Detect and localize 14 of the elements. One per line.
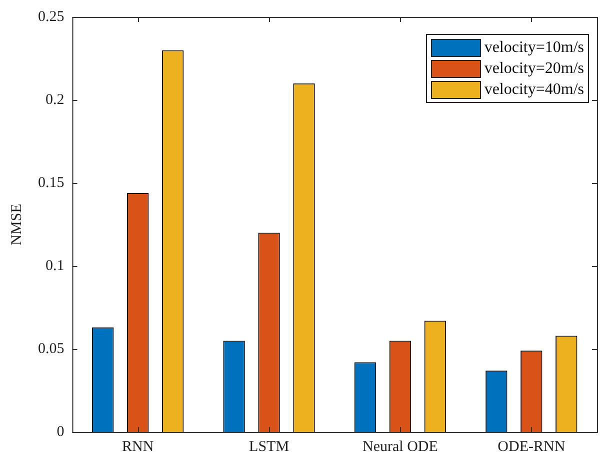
y-axis-title: NMSE: [8, 204, 25, 246]
y-tick-label: 0.1: [46, 258, 64, 274]
x-tick-label: RNN: [122, 438, 154, 455]
y-tick-label: 0: [56, 424, 64, 440]
x-tick-label: LSTM: [249, 438, 290, 455]
y-tick-label: 0.05: [38, 340, 64, 357]
legend-label: velocity=40m/s: [484, 80, 584, 98]
legend-label: velocity=10m/s: [484, 38, 584, 56]
legend-label: velocity=20m/s: [484, 60, 584, 78]
y-tick-label: 0.15: [38, 174, 64, 191]
x-tick-label: Neural ODE: [362, 438, 438, 455]
y-tick-label: 0.2: [46, 92, 64, 108]
y-tick-label: 0.25: [38, 8, 64, 25]
x-tick-label: ODE-RNN: [498, 438, 566, 455]
